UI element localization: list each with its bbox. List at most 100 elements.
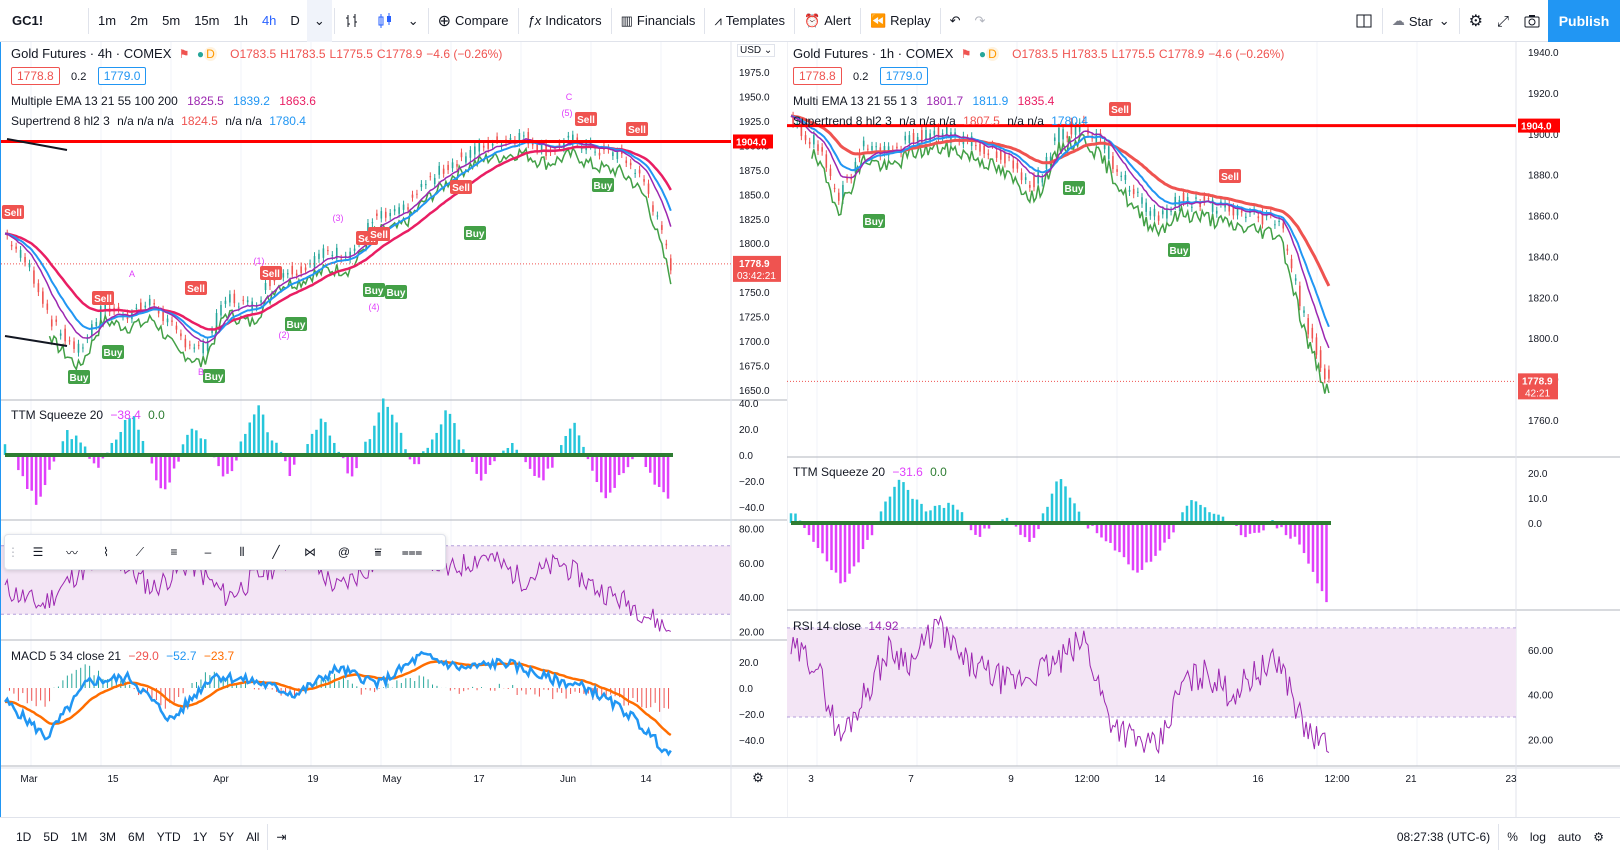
drag-handle[interactable]: ⋮ [7, 545, 19, 559]
ask-price[interactable]: 1779.0 [879, 67, 929, 85]
indicators-button[interactable]: ƒx Indicators [521, 0, 609, 42]
range-6m[interactable]: 6M [128, 829, 145, 844]
candle-body [850, 177, 853, 180]
auto-toggle[interactable]: auto [1557, 829, 1582, 844]
tool-line[interactable]: ╱ [259, 535, 293, 569]
wave-icon: 〰 [65, 545, 78, 560]
range-5d[interactable]: 5D [43, 829, 59, 844]
buy-signal-1-label: Buy [104, 348, 123, 359]
candle-body [95, 321, 98, 326]
bar-style-button[interactable] [337, 0, 369, 42]
candle-style-button[interactable] [369, 0, 401, 42]
candle-body [1274, 224, 1276, 226]
left-chart[interactable]: 1975.01950.01925.01900.01875.01850.01825… [0, 42, 787, 817]
candle-body [1107, 146, 1110, 159]
candle-body [438, 165, 440, 175]
candle-body [1124, 174, 1127, 180]
publish-button[interactable]: Publish [1548, 0, 1620, 42]
price-tick-label: 1825.0 [739, 215, 770, 226]
right-rsi-legend[interactable]: RSI 14 close 14.92 [793, 619, 898, 633]
tool-vertical-lines[interactable]: ⦀ [225, 535, 259, 569]
tool-elliott-impulse[interactable]: 〰 [55, 535, 89, 569]
range-1m[interactable]: 1M [70, 829, 88, 844]
range-5y[interactable]: 5Y [219, 829, 235, 844]
price-tick-label: 1850.0 [739, 190, 770, 201]
compare-button[interactable]: ⊕ Compare [431, 0, 516, 42]
replay-button[interactable]: ⏪ Replay [863, 0, 938, 42]
redo-button[interactable]: ↷ [968, 0, 993, 42]
ask-price[interactable]: 1779.0 [97, 67, 147, 85]
goto-date-button[interactable]: ⇥ [270, 830, 292, 844]
chart-type-dropdown[interactable]: ⌄ [401, 0, 426, 42]
star-button[interactable]: ☁ Star ⌄ [1385, 0, 1457, 42]
range-all[interactable]: All [246, 829, 260, 844]
tool-pattern[interactable]: ⋈ [293, 535, 327, 569]
tool-horizontal-ray[interactable]: – [191, 535, 225, 569]
ttm-value-1: −31.6 [892, 465, 923, 479]
range-1d[interactable]: 1D [16, 829, 32, 844]
trend-line-lower[interactable] [4, 335, 68, 347]
bottom-settings-button[interactable]: ⚙ [1587, 830, 1610, 844]
tool-trend-line[interactable]: ⟋ [123, 535, 157, 569]
candle-body [647, 183, 650, 194]
interval-15m[interactable]: 15m [194, 13, 220, 28]
left-ema-legend[interactable]: Multiple EMA 13 21 55 100 200 1825.5 183… [11, 94, 316, 108]
chevron-down-icon: ⌄ [761, 45, 773, 56]
symbol-search[interactable]: GC1! [12, 13, 44, 28]
supertrend-value-2: 1780.4 [1051, 114, 1088, 128]
bid-price[interactable]: 1778.8 [11, 67, 60, 85]
alert-button[interactable]: ⏰ Alert [797, 0, 858, 42]
range-3m[interactable]: 3M [99, 829, 117, 844]
snapshot-button[interactable] [1516, 0, 1548, 42]
right-supertrend-legend[interactable]: Supertrend 8 hl2 3 n/a n/a n/a 1807.5 n/… [793, 114, 1088, 128]
range-1y[interactable]: 1Y [192, 829, 208, 844]
rsi-band [787, 627, 1516, 717]
bid-price[interactable]: 1778.8 [793, 67, 842, 85]
interval-1m[interactable]: 1m [98, 13, 117, 28]
right-ema-legend[interactable]: Multi EMA 13 21 55 1 3 1801.7 1811.9 183… [793, 94, 1054, 108]
delayed-icon: D [204, 47, 217, 61]
fullscreen-button[interactable]: ⤢ [1490, 0, 1516, 42]
range-ytd[interactable]: YTD [156, 829, 181, 844]
interval-dropdown[interactable]: ⌄ [306, 0, 332, 42]
candle-body [995, 151, 998, 158]
candle-body [327, 250, 329, 252]
financials-button[interactable]: ▥ Financials [614, 0, 703, 42]
interval-2m[interactable]: 2m [130, 13, 149, 28]
tool-more[interactable]: ⩶ [395, 535, 429, 569]
right-chart-canvas[interactable]: 1940.0 1920.0 1900.0 1880.0 1860.0 1840.0 1820… [787, 42, 1620, 817]
interval-5m[interactable]: 5m [162, 13, 181, 28]
candle-body [612, 152, 614, 157]
interval-d[interactable]: D [290, 13, 300, 28]
left-macd-legend[interactable]: MACD 5 34 close 21 −29.0 −52.7 −23.7 [11, 649, 234, 663]
log-toggle[interactable]: log [1529, 829, 1546, 844]
left-chart-canvas[interactable]: 1975.01950.01925.01900.01875.01850.01825… [1, 42, 787, 817]
right-ttm-legend[interactable]: TTM Squeeze 20 −31.6 0.0 [793, 465, 947, 479]
tool-channel[interactable]: ⩸ [361, 535, 395, 569]
left-supertrend-legend[interactable]: Supertrend 8 hl2 3 n/a n/a n/a 1824.5 n/… [11, 114, 306, 128]
candle-body [1091, 137, 1093, 139]
candle-body [1203, 196, 1206, 202]
percent-toggle[interactable]: % [1507, 829, 1518, 844]
left-currency[interactable]: USD ⌄ [737, 44, 776, 57]
templates-button[interactable]: ⩘ Templates [707, 0, 792, 42]
star-label: Star [1408, 13, 1433, 29]
candle-body [402, 204, 405, 210]
tool-horizontal-lines[interactable]: ☰ [21, 535, 55, 569]
undo-button[interactable]: ↶ [943, 0, 968, 42]
candle-body [496, 136, 498, 140]
separator [610, 7, 612, 34]
clock[interactable]: 08:27:38 (UTC-6) [1396, 829, 1491, 844]
settings-button[interactable]: ⚙ [1462, 0, 1490, 42]
right-sell-signal-0-badge [1109, 102, 1131, 116]
left-ttm-legend[interactable]: TTM Squeeze 20 −38.4 0.0 [11, 408, 165, 422]
tool-fib[interactable]: ≡ [157, 535, 191, 569]
layout-button[interactable] [1348, 0, 1380, 42]
interval-1h[interactable]: 1h [233, 13, 248, 28]
right-chart[interactable]: 1940.0 1920.0 1900.0 1880.0 1860.0 1840.0 1820… [787, 42, 1620, 817]
tool-spiral[interactable]: @ [327, 535, 361, 569]
ttm-tick-label: −20.0 [739, 477, 765, 488]
interval-4h[interactable]: 4h [261, 13, 277, 28]
trend-line-upper[interactable] [6, 138, 68, 151]
tool-elliott-abc[interactable]: ⌇ [89, 535, 123, 569]
